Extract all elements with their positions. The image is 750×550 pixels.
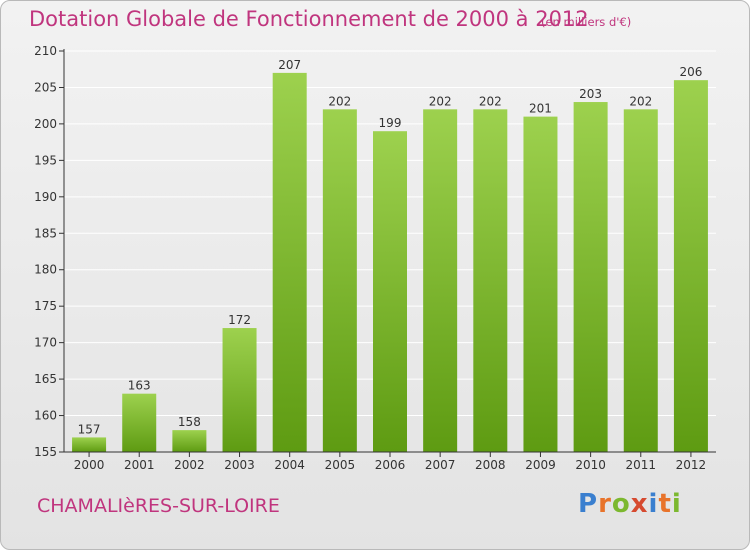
x-tick-label: 2012 (676, 458, 707, 472)
bar (673, 80, 708, 452)
x-tick-label: 2003 (224, 458, 255, 472)
bars (72, 72, 708, 453)
labels: 155 160 165 170 175 180 185 190 195 200 205 210 157 2… (34, 44, 706, 472)
x-tick-label: 2005 (325, 458, 356, 472)
y-tick-label: 165 (34, 372, 57, 386)
y-tick-label: 200 (34, 117, 57, 131)
data-label: 199 (379, 116, 402, 130)
data-label: 202 (479, 94, 502, 108)
data-label: 203 (579, 87, 602, 101)
bar (272, 72, 307, 452)
x-tick-label: 2000 (74, 458, 105, 472)
y-tick-label: 155 (34, 445, 57, 459)
data-label: 202 (328, 94, 351, 108)
y-tick-label: 210 (34, 44, 57, 58)
x-tick-label: 2001 (124, 458, 155, 472)
bar (222, 328, 257, 452)
x-tick-label: 2002 (174, 458, 205, 472)
data-label: 206 (679, 65, 702, 79)
bar (322, 109, 357, 452)
logo-letter: t (658, 489, 672, 519)
data-label: 202 (629, 94, 652, 108)
y-tick-label: 160 (34, 409, 57, 423)
axes (59, 49, 716, 457)
logo-letter: P (578, 489, 599, 519)
bar (172, 430, 207, 452)
data-label: 172 (228, 313, 251, 327)
x-tick-label: 2009 (525, 458, 556, 472)
chart-title: Dotation Globale de Fonctionnement de 20… (29, 7, 589, 31)
bar (623, 109, 658, 452)
bar (122, 393, 157, 452)
x-tick-label: 2004 (274, 458, 305, 472)
x-tick-label: 2007 (425, 458, 456, 472)
x-tick-label: 2010 (575, 458, 606, 472)
commune-name: CHAMALIèRES-SUR-LOIRE (37, 495, 280, 517)
data-label: 207 (278, 58, 301, 72)
data-label: 202 (429, 94, 452, 108)
bar (423, 109, 458, 452)
bar (72, 437, 107, 452)
data-label: 163 (128, 379, 151, 393)
proxiti-logo[interactable]: Proxiti (578, 489, 682, 519)
unit-note: (en milliers d'€) (541, 15, 632, 29)
x-tick-label: 2011 (625, 458, 656, 472)
logo-letter: x (630, 489, 649, 519)
data-label: 157 (78, 422, 101, 436)
logo-letter: i (648, 489, 659, 519)
y-tick-label: 180 (34, 263, 57, 277)
x-tick-label: 2006 (375, 458, 406, 472)
logo-letter: o (611, 489, 631, 519)
logo-letter: r (598, 489, 612, 519)
bar (373, 131, 407, 452)
bar (473, 109, 508, 452)
logo-letter: i (671, 489, 682, 519)
bar (573, 102, 608, 452)
y-tick-label: 190 (34, 190, 57, 204)
data-label: 158 (178, 415, 201, 429)
y-tick-label: 205 (34, 80, 57, 94)
y-tick-label: 170 (34, 336, 57, 350)
y-tick-label: 195 (34, 153, 57, 167)
y-tick-label: 185 (34, 226, 57, 240)
bar (523, 116, 558, 453)
x-tick-label: 2008 (475, 458, 506, 472)
y-tick-label: 175 (34, 299, 57, 313)
data-label: 201 (529, 102, 552, 116)
